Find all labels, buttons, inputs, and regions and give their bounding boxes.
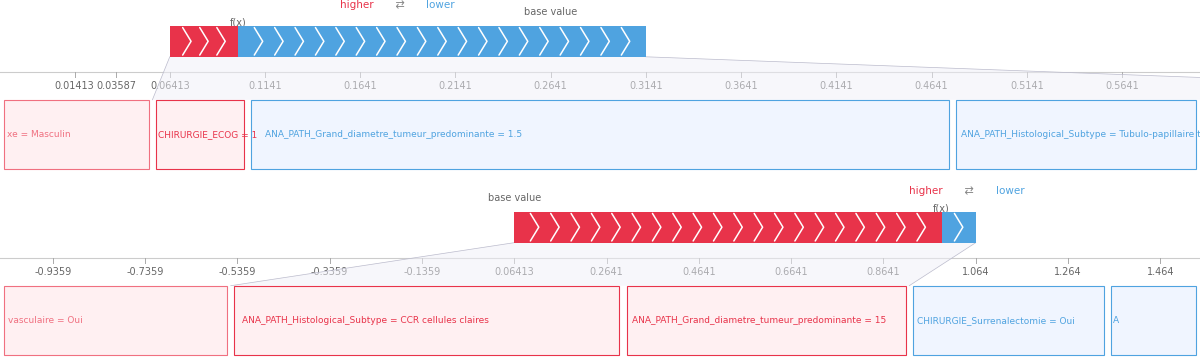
Text: 0.5641: 0.5641 xyxy=(1105,81,1139,91)
FancyBboxPatch shape xyxy=(913,286,1104,354)
Text: higher: higher xyxy=(910,186,943,196)
Text: 0.6641: 0.6641 xyxy=(774,267,808,277)
Polygon shape xyxy=(230,243,976,286)
FancyBboxPatch shape xyxy=(4,286,227,354)
Text: 0.1641: 0.1641 xyxy=(343,81,377,91)
Text: ANA_PATH_Grand_diametre_tumeur_predominante = 1.5: ANA_PATH_Grand_diametre_tumeur_predomina… xyxy=(265,130,522,139)
FancyBboxPatch shape xyxy=(4,100,149,169)
Text: ANA_PATH_Histological_Subtype = Tubulo-papillaire type 1: ANA_PATH_Histological_Subtype = Tubulo-p… xyxy=(961,130,1200,139)
Text: ANA_PATH_Histological_Subtype = CCR cellules claires: ANA_PATH_Histological_Subtype = CCR cell… xyxy=(242,316,490,325)
Bar xyxy=(942,212,976,243)
Text: 0.2641: 0.2641 xyxy=(534,81,568,91)
Text: -0.5359: -0.5359 xyxy=(218,267,256,277)
Text: vasculaire = Oui: vasculaire = Oui xyxy=(8,316,83,325)
FancyBboxPatch shape xyxy=(626,286,906,354)
Text: xe = Masculin: xe = Masculin xyxy=(7,130,71,139)
FancyBboxPatch shape xyxy=(251,100,949,169)
FancyBboxPatch shape xyxy=(156,100,244,169)
Text: lower: lower xyxy=(426,0,455,10)
Text: 0.4641: 0.4641 xyxy=(682,267,715,277)
Text: 0.3641: 0.3641 xyxy=(725,81,758,91)
Text: 0.4141: 0.4141 xyxy=(820,81,853,91)
Text: higher: higher xyxy=(340,0,373,10)
FancyBboxPatch shape xyxy=(1111,286,1196,354)
Text: CHIRURGIE_Surrenalectomie = Oui: CHIRURGIE_Surrenalectomie = Oui xyxy=(917,316,1075,325)
Text: 1.264: 1.264 xyxy=(1054,267,1082,277)
Text: 1.064: 1.064 xyxy=(962,267,990,277)
Text: -0.9359: -0.9359 xyxy=(34,267,71,277)
Text: base value: base value xyxy=(524,7,577,17)
Bar xyxy=(515,212,942,243)
Text: 0.5141: 0.5141 xyxy=(1010,81,1044,91)
Polygon shape xyxy=(152,57,1200,100)
Text: ⇄: ⇄ xyxy=(961,186,978,196)
Text: 0.2141: 0.2141 xyxy=(438,81,473,91)
Text: 0.3141: 0.3141 xyxy=(629,81,662,91)
Text: -0.3359: -0.3359 xyxy=(311,267,348,277)
Text: 0.8641: 0.8641 xyxy=(866,267,900,277)
Text: 0.03587: 0.03587 xyxy=(96,81,136,91)
Text: lower: lower xyxy=(996,186,1025,196)
Text: -0.7359: -0.7359 xyxy=(126,267,163,277)
Text: f(x): f(x) xyxy=(934,203,950,213)
Text: 1.464: 1.464 xyxy=(1146,267,1174,277)
Text: 0.01413: 0.01413 xyxy=(55,81,95,91)
Text: base value: base value xyxy=(487,193,541,203)
Text: 0.06413: 0.06413 xyxy=(150,81,190,91)
Text: -0.1359: -0.1359 xyxy=(403,267,440,277)
Text: 0.4641: 0.4641 xyxy=(914,81,948,91)
Text: 0.2641: 0.2641 xyxy=(589,267,623,277)
FancyBboxPatch shape xyxy=(956,100,1196,169)
Bar xyxy=(169,26,238,57)
Bar xyxy=(238,26,646,57)
Text: ⇄: ⇄ xyxy=(392,0,408,10)
Text: 0.06413: 0.06413 xyxy=(494,267,534,277)
Text: 0.1141: 0.1141 xyxy=(248,81,282,91)
Text: A: A xyxy=(1114,316,1120,325)
Text: ANA_PATH_Grand_diametre_tumeur_predominante = 15: ANA_PATH_Grand_diametre_tumeur_predomina… xyxy=(632,316,887,325)
FancyBboxPatch shape xyxy=(234,286,619,354)
Text: f(x): f(x) xyxy=(229,18,246,27)
Text: CHIRURGIE_ECOG = 1: CHIRURGIE_ECOG = 1 xyxy=(158,130,257,139)
